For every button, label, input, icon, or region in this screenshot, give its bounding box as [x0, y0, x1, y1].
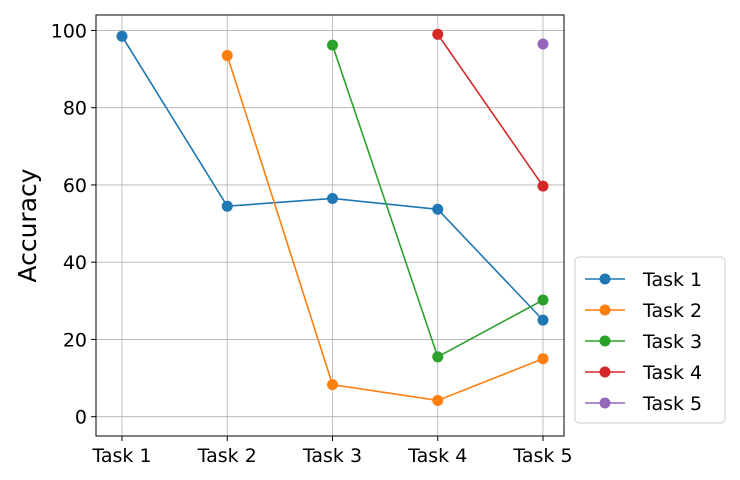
legend-label: Task 3 — [642, 331, 702, 353]
axis-ticks: Task 1 Task 2 Task 3 Task 4 Task 5 0 20 40 60 80 1… — [51, 20, 573, 467]
x-tick-label: Task 4 — [407, 445, 467, 467]
x-tick-label: Task 2 — [197, 445, 257, 467]
data-point — [537, 180, 549, 192]
series-3 — [327, 39, 549, 363]
legend-item: Task 2 — [585, 300, 702, 322]
data-point — [537, 38, 549, 50]
data-point — [537, 353, 549, 365]
series-line — [226, 55, 544, 402]
x-tick-label: Task 1 — [91, 445, 151, 467]
data-point — [432, 394, 444, 406]
data-point — [537, 294, 549, 306]
y-tick-label: 0 — [75, 407, 87, 429]
data-point — [432, 351, 444, 363]
x-tick-label: Task 5 — [512, 445, 572, 467]
data-point — [432, 203, 444, 215]
data-point — [221, 200, 233, 212]
data-point — [327, 379, 338, 391]
grid — [96, 15, 564, 436]
legend-label: Task 2 — [642, 300, 702, 322]
plot-frame — [95, 14, 565, 437]
legend-marker — [599, 304, 611, 316]
y-tick-label: 100 — [51, 20, 87, 42]
legend-item: Task 4 — [585, 362, 702, 384]
y-tick-label: 80 — [63, 98, 87, 120]
series-line — [437, 33, 544, 187]
legend-box — [574, 256, 726, 424]
legend: Task 1 Task 2 Task 3 Task 4 Task 5 — [574, 256, 726, 424]
legend-label: Task 5 — [642, 393, 702, 415]
x-tick-label: Task 3 — [302, 445, 362, 467]
series-group — [116, 28, 549, 406]
legend-marker — [599, 335, 611, 347]
series-1 — [116, 30, 549, 326]
legend-label: Task 1 — [642, 269, 702, 291]
legend-label: Task 4 — [642, 362, 702, 384]
legend-marker — [599, 366, 611, 378]
y-tick-label: 20 — [63, 329, 87, 351]
legend-marker — [599, 273, 611, 285]
y-tick-label: 40 — [63, 252, 87, 274]
data-point — [327, 192, 338, 204]
series-5 — [537, 38, 549, 50]
legend-item: Task 3 — [585, 331, 702, 353]
legend-marker — [599, 397, 611, 409]
legend-item: Task 5 — [585, 393, 702, 415]
series-2 — [221, 50, 549, 406]
data-point — [327, 39, 338, 51]
legend-item: Task 1 — [585, 269, 702, 291]
data-point — [432, 28, 444, 40]
y-tick-label: 60 — [63, 175, 87, 197]
data-point — [221, 50, 233, 62]
y-axis-label: Accuracy — [13, 168, 42, 282]
series-4 — [432, 28, 549, 192]
data-point — [116, 30, 128, 42]
data-point — [537, 314, 549, 326]
